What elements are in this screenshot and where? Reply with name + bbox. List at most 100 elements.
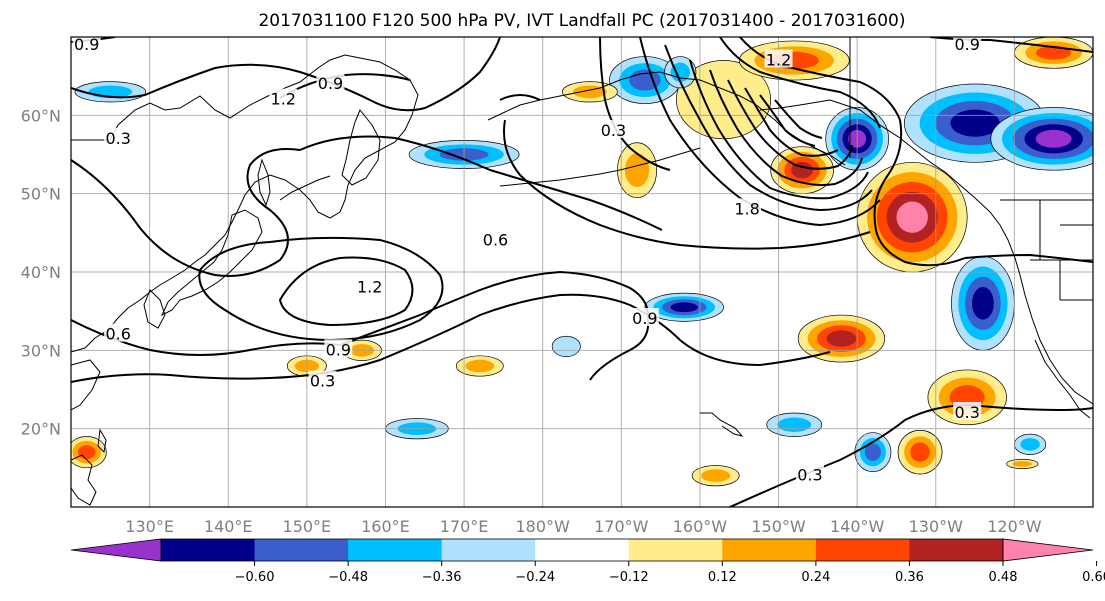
pv-contour (664, 44, 873, 212)
contour-label: 0.3 (954, 403, 979, 422)
colorbar-frame (160, 538, 1004, 562)
contour-label-bg (795, 464, 824, 483)
ivt-pc-region (826, 330, 857, 347)
contour-label-bg (72, 37, 101, 52)
colorbar (70, 538, 1094, 562)
lon-tick-label: 120°W (987, 517, 1042, 536)
ivt-pc-region (551, 335, 581, 357)
longitude-ticks: 130°E 140°E 150°E 160°E 170°E 180°W 170°W 160°W… (125, 517, 1041, 536)
lon-tick-label: 170°W (594, 517, 649, 536)
map-title: 2017031100 F120 500 hPa PV, IVT Landfall… (258, 11, 905, 31)
pv-contour (198, 236, 444, 342)
contour-label-bg (599, 120, 628, 138)
graticule (71, 37, 1093, 507)
pv-contour (689, 59, 869, 200)
pv-contour (719, 37, 881, 129)
colorbar-tick-label: −0.60 (235, 570, 275, 585)
colorbar-tick-label: 0.36 (895, 570, 924, 585)
contour-label: 1.2 (271, 90, 296, 109)
contour-label: 0.3 (310, 372, 335, 391)
contour-label-bg (316, 73, 345, 91)
lon-tick-label: 140°E (204, 517, 253, 536)
contour-label-bg (630, 308, 659, 326)
pv-contour (709, 69, 863, 186)
contour-label: 0.9 (326, 340, 351, 359)
ivt-pc-region (972, 286, 994, 320)
pv-contour (589, 349, 631, 381)
lon-tick-label: 150°E (283, 517, 332, 536)
pv-contour (727, 79, 853, 170)
colorbar-tick-label: 0.60 (1082, 570, 1105, 585)
ivt-pc-region (1035, 129, 1072, 148)
pv-contour (499, 94, 541, 101)
kuril-islands (279, 175, 331, 201)
lon-tick-label: 180°W (516, 517, 571, 536)
colorbar-segment (441, 539, 536, 561)
ivt-pc-region (950, 109, 1000, 137)
contour-label-bg (355, 276, 384, 295)
pv-contour (278, 256, 414, 327)
colorbar-extend-high (1002, 538, 1094, 562)
contour-label-bg (324, 339, 353, 358)
korea-outline (143, 289, 166, 329)
contour-label: 1.8 (734, 199, 759, 218)
lat-tick-label: 60°N (21, 106, 61, 125)
colorbar-tick-label: 0.24 (801, 570, 830, 585)
colorbar-tick-label: 0.12 (708, 570, 737, 585)
pv-contour (759, 94, 816, 147)
pv-contour (929, 37, 1093, 53)
contour-label-bg (953, 402, 982, 420)
contour-label-bg (764, 49, 793, 68)
contour-label: 0.3 (105, 129, 130, 148)
contour-label-bg (733, 198, 762, 217)
lon-tick-label: 160°E (361, 517, 410, 536)
ivt-pc-region (701, 469, 731, 482)
contour-label: 0.6 (105, 325, 130, 344)
colorbar-segment (254, 539, 349, 561)
lat-tick-label: 30°N (21, 341, 61, 360)
colorbar-segment (161, 539, 256, 561)
colorbar-tick-label: −0.48 (328, 570, 368, 585)
colorbar-tick-label: −0.36 (422, 570, 462, 585)
contour-label-bg (308, 370, 337, 389)
pv-contour (744, 87, 839, 157)
contour-label: 0.9 (954, 35, 979, 54)
colorbar-segment (722, 539, 817, 561)
china-coast (71, 359, 101, 411)
ivt-pc-region (670, 302, 698, 313)
ivt-pc-region (864, 443, 881, 461)
pv-contour (964, 253, 1093, 263)
ivt-pc-shading (71, 37, 1093, 487)
colorbar-tick-label: 0.48 (989, 570, 1018, 585)
contour-label-bg (104, 127, 133, 146)
lon-tick-label: 130°W (909, 517, 964, 536)
ivt-pc-region (624, 153, 650, 188)
ivt-pc-region (896, 201, 928, 233)
map-frame (70, 36, 1094, 508)
contour-label: 1.2 (766, 51, 791, 70)
ivt-pc-region (1036, 45, 1072, 60)
ivt-pc-region (777, 417, 812, 432)
pv-contour (71, 148, 301, 277)
contour-label-bg (953, 37, 982, 52)
colorbar-segment (815, 539, 910, 561)
kamchatka-outline (341, 109, 381, 186)
colorbar-segment (628, 539, 723, 561)
pv-contour (639, 37, 881, 227)
baja-outline (1034, 339, 1091, 419)
north-america-coastline (759, 99, 1093, 405)
ivt-pc-region (77, 445, 96, 460)
contour-label-bg (104, 323, 133, 342)
ivt-pc-region (465, 359, 495, 373)
contour-label-bg (269, 88, 298, 107)
ivt-pc-region (1012, 461, 1032, 467)
contour-label: 0.3 (601, 121, 626, 140)
colorbar-segment (535, 539, 630, 561)
contour-label: 1.2 (357, 278, 382, 297)
pv-contour (774, 99, 823, 139)
latitude-ticks: 20°N 30°N 40°N 50°N 60°N (21, 106, 61, 438)
japan-outline (160, 209, 263, 317)
philippines-outline (71, 454, 97, 506)
pv-contour-labels: 0.9 0.3 1.2 0.9 0.3 0.6 1.2 0.6 0.9 0.3 0.9 1.8 1.2 0… (72, 35, 982, 485)
